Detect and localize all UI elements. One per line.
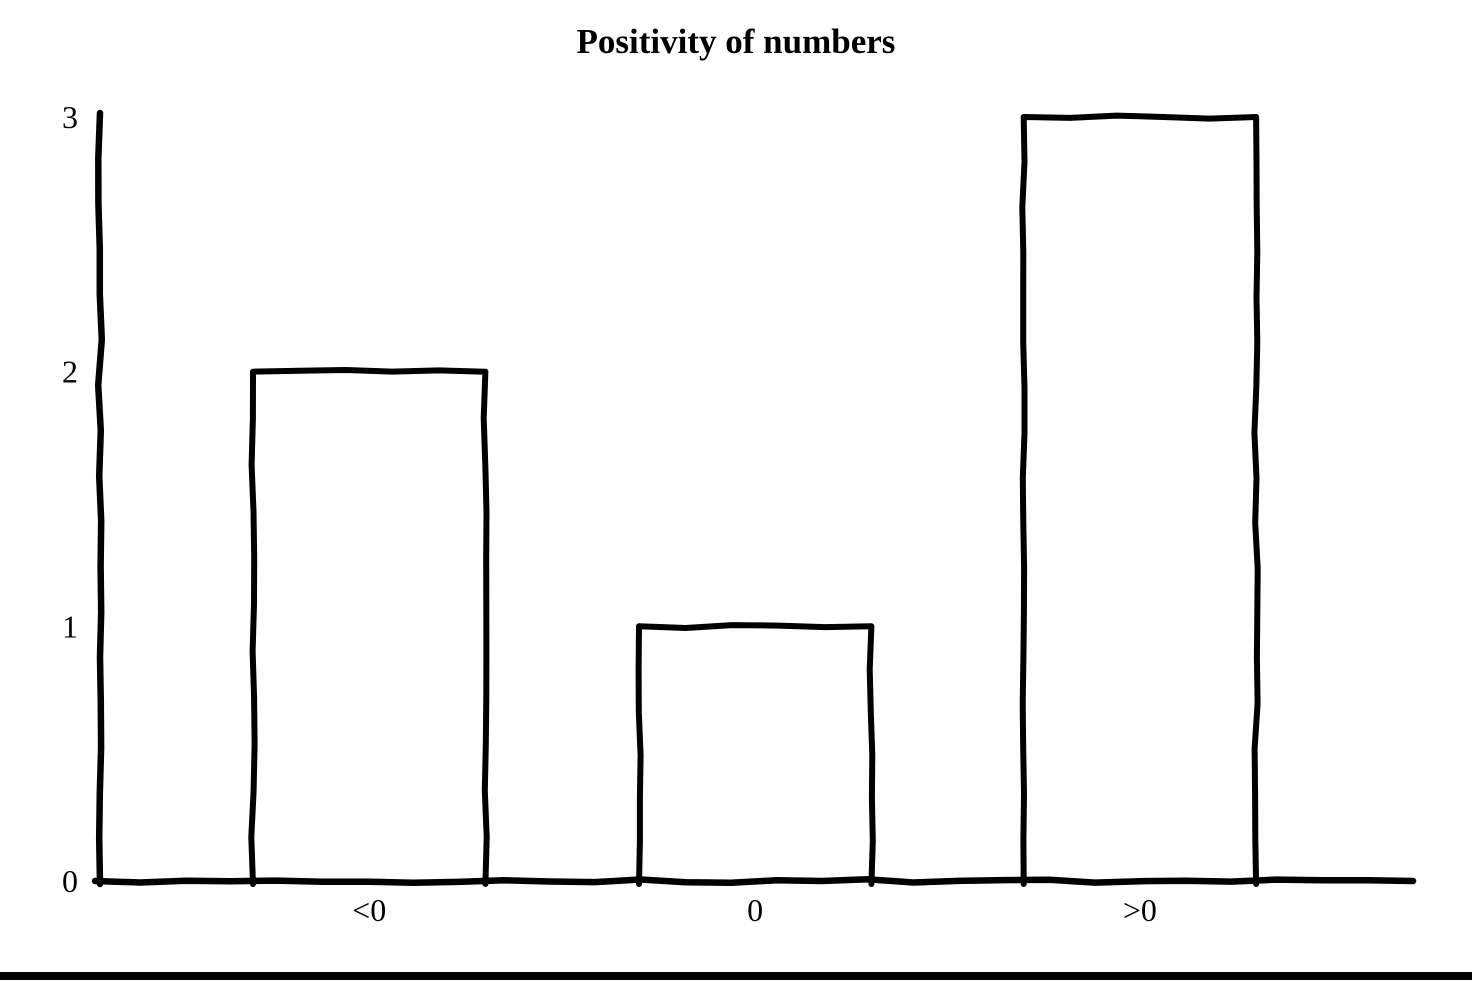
chart-title: Positivity of numbers [576, 22, 896, 61]
bar-1-outline [635, 622, 876, 887]
y-tick-label-2: 2 [62, 354, 78, 390]
y-axis [94, 109, 106, 888]
x-tick-label-1: 0 [747, 892, 763, 928]
bar-0-outline [248, 367, 490, 887]
y-tick-label-0: 0 [62, 863, 78, 899]
y-tick-label-1: 1 [62, 608, 78, 644]
x-tick-label-0: <0 [352, 892, 386, 928]
x-tick-label-2: >0 [1123, 892, 1157, 928]
x-axis [91, 875, 1417, 887]
bar-2-outline [1019, 112, 1261, 887]
bottom-rule [0, 972, 1472, 980]
y-tick-label-3: 3 [62, 99, 78, 135]
